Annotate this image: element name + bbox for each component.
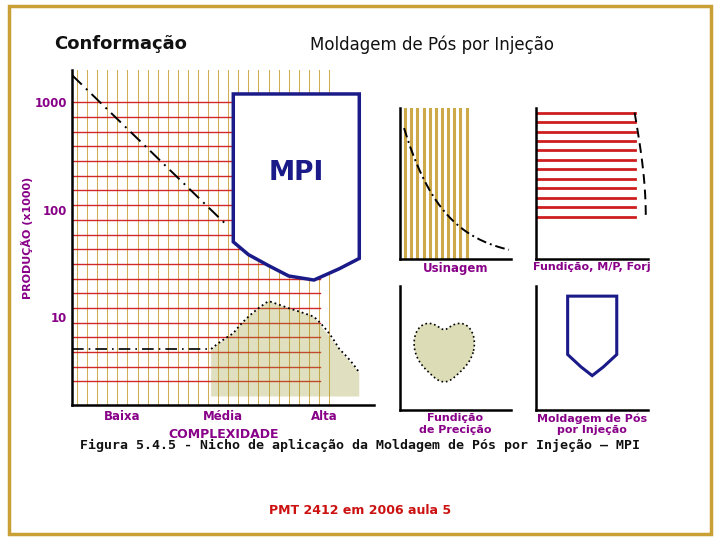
Text: Fundição
de Precição: Fundição de Precição bbox=[419, 413, 492, 435]
Text: Moldagem de Pós
por Injeção: Moldagem de Pós por Injeção bbox=[537, 413, 647, 435]
Text: Usinagem: Usinagem bbox=[423, 262, 488, 275]
Polygon shape bbox=[567, 296, 617, 376]
Polygon shape bbox=[414, 323, 474, 382]
Text: Figura 5.4.5 - Nicho de aplicação da Moldagem de Pós por Injeção – MPI: Figura 5.4.5 - Nicho de aplicação da Mol… bbox=[80, 439, 640, 452]
X-axis label: COMPLEXIDADE: COMPLEXIDADE bbox=[168, 428, 279, 441]
Text: Moldagem de Pós por Injeção: Moldagem de Pós por Injeção bbox=[310, 35, 554, 53]
Text: MPI: MPI bbox=[268, 160, 323, 186]
Text: Fundição, M/P, Forj: Fundição, M/P, Forj bbox=[534, 262, 651, 272]
Y-axis label: PRODUÇÃO (x1000): PRODUÇÃO (x1000) bbox=[21, 177, 33, 299]
Text: Conformação: Conformação bbox=[54, 35, 187, 53]
Polygon shape bbox=[211, 301, 359, 396]
Polygon shape bbox=[233, 94, 359, 280]
Text: PMT 2412 em 2006 aula 5: PMT 2412 em 2006 aula 5 bbox=[269, 504, 451, 517]
